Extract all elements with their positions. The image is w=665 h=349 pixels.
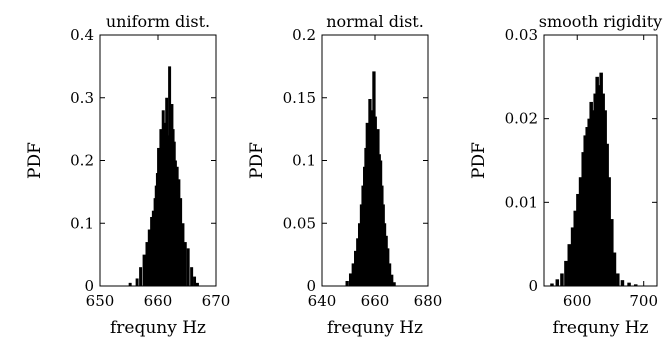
histogram-bar xyxy=(607,177,611,286)
x-tick-label: 600 xyxy=(563,292,592,310)
histogram-bar xyxy=(190,267,194,286)
x-axis-label: frequny Hz xyxy=(552,318,648,338)
histogram-bar xyxy=(583,135,587,286)
histogram-bar xyxy=(587,118,591,286)
histogram-bar xyxy=(392,282,396,286)
histogram-bar xyxy=(564,260,568,286)
histogram-bar xyxy=(570,227,575,286)
x-tick-label: 670 xyxy=(202,292,231,310)
histogram-bar xyxy=(179,198,183,286)
histogram-bar xyxy=(135,278,139,286)
histogram-bar xyxy=(567,244,572,286)
histogram-bar xyxy=(597,85,601,286)
histogram-bar xyxy=(620,280,625,286)
histogram-bar xyxy=(627,282,631,286)
y-tick-label: 0.4 xyxy=(70,26,94,44)
y-tick-label: 0 xyxy=(306,277,316,295)
chart-panel-2: 0 0.05 0.1 0.15 0.2 640 660 680 normal dist. freq… xyxy=(247,12,442,338)
histogram-bar xyxy=(560,273,564,286)
histogram-bar xyxy=(356,238,360,286)
histogram-bar xyxy=(616,273,620,286)
y-tick-label: 0.03 xyxy=(505,26,538,44)
histogram-bar xyxy=(147,229,151,286)
x-tick-label: 680 xyxy=(414,292,443,310)
histogram-bar xyxy=(150,216,154,286)
histogram-bar xyxy=(605,143,609,286)
histogram-bar xyxy=(601,93,605,286)
histogram-bar xyxy=(128,282,132,286)
y-axis-label: PDF xyxy=(25,142,45,179)
histogram-bar xyxy=(354,250,358,286)
histogram-bar xyxy=(591,110,595,286)
histogram-bar xyxy=(386,248,390,286)
y-tick-label: 0.3 xyxy=(70,89,94,107)
axes-frame xyxy=(543,34,658,287)
histogram-bar xyxy=(357,223,362,286)
panel-title: smooth rigidity xyxy=(539,12,662,31)
y-tick-label: 0 xyxy=(528,277,538,295)
histogram-bar xyxy=(550,283,554,286)
histogram-bar xyxy=(585,127,589,286)
histogram-bar xyxy=(145,242,149,286)
x-axis-label: frequny Hz xyxy=(110,318,206,338)
chart-panel-3: 0 0.01 0.02 0.03 600 700 smooth rigidity frequn… xyxy=(469,12,662,338)
histogram-bar xyxy=(181,223,185,286)
y-tick-label: 0.02 xyxy=(505,110,538,128)
histogram-bar xyxy=(177,179,181,286)
histogram-bar xyxy=(345,280,349,286)
histogram-bar xyxy=(186,248,190,286)
x-tick-label: 660 xyxy=(361,292,390,310)
panel-title: normal dist. xyxy=(326,12,424,31)
histogram-bar xyxy=(576,193,580,286)
y-tick-label: 0.05 xyxy=(283,214,316,232)
histogram-bar xyxy=(593,93,597,286)
y-tick-label: 0.1 xyxy=(292,152,316,170)
histogram-bar xyxy=(573,210,577,286)
histogram-bar xyxy=(165,97,169,286)
histogram-bar xyxy=(390,274,394,286)
histogram-bar xyxy=(633,284,638,286)
y-tick-label: 0.01 xyxy=(505,193,538,211)
histogram-bar xyxy=(612,252,617,286)
histogram-bar xyxy=(595,76,599,286)
y-axis-label: PDF xyxy=(247,142,267,179)
histogram-bar xyxy=(603,110,607,286)
y-tick-label: 0.15 xyxy=(283,89,316,107)
panel-title: uniform dist. xyxy=(106,12,210,31)
chart-panel-1: 0 0.1 0.2 0.3 0.4 650 660 670 uniform dist. frequ… xyxy=(25,12,230,338)
histogram-bar xyxy=(139,267,143,286)
histogram-bar xyxy=(387,263,392,286)
histogram-bar xyxy=(610,219,614,286)
y-axis-label: PDF xyxy=(469,142,489,179)
histogram-bar xyxy=(195,282,199,286)
histogram-bar xyxy=(599,72,603,287)
y-tick-label: 0 xyxy=(84,277,94,295)
histogram-bar xyxy=(142,254,146,287)
y-tick-label: 0.1 xyxy=(70,214,94,232)
histogram-bar xyxy=(175,166,179,286)
x-tick-label: 650 xyxy=(86,292,115,310)
histogram-bar xyxy=(193,276,197,286)
histogram-bar xyxy=(581,152,585,286)
x-axis-label: frequny Hz xyxy=(327,318,423,338)
histogram-bar xyxy=(578,177,583,286)
y-tick-label: 0.2 xyxy=(292,26,316,44)
histogram-bar xyxy=(173,160,177,286)
y-tick-label: 0.2 xyxy=(70,152,94,170)
histogram-bar xyxy=(348,273,353,286)
histogram-bar xyxy=(589,101,593,287)
histogram-bar xyxy=(351,263,355,286)
histogram-bar xyxy=(151,210,155,286)
histogram-bar xyxy=(183,242,187,286)
x-tick-label: 660 xyxy=(144,292,173,310)
x-tick-label: 700 xyxy=(629,292,658,310)
histogram-bar xyxy=(555,279,560,286)
x-tick-label: 640 xyxy=(308,292,337,310)
